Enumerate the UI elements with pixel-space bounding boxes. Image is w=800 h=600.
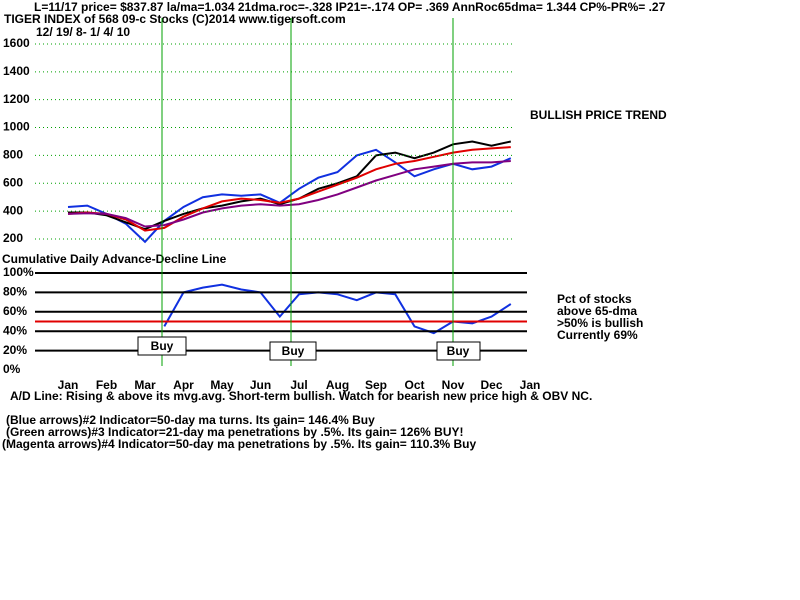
note: Pct of stocks (557, 292, 632, 306)
x-tick-label: Mar (134, 378, 156, 392)
y-tick-label: 200 (3, 231, 23, 245)
x-tick-label: Oct (404, 378, 424, 392)
buy-box (269, 341, 317, 361)
x-tick-label: May (210, 378, 234, 392)
x-tick-label: Apr (173, 378, 194, 392)
header: L=11/17 price= $837.87 la/ma=1.034 21dma… (34, 0, 666, 14)
y-tick-label: 800 (3, 148, 23, 162)
note: >50% is bullish (557, 316, 643, 330)
series-line (67, 160, 511, 228)
series-line (67, 148, 512, 244)
y-tick-label: 1600 (3, 36, 30, 50)
chart-title: TIGER INDEX of 568 09-c Stocks (C)2014 w… (4, 12, 346, 26)
y-tick-label: 1400 (3, 64, 30, 78)
note: above 65-dma (557, 304, 637, 318)
y-tick-label: 100% (3, 265, 34, 279)
chart-title: Cumulative Daily Advance-Decline Line (2, 252, 227, 266)
y-tick-label: 20% (3, 343, 27, 357)
x-tick-label: Aug (326, 378, 349, 392)
y-tick-label: 600 (3, 175, 23, 189)
x-tick-label: Jul (290, 378, 307, 392)
note: Currently 69% (557, 328, 638, 342)
x-tick-label: Nov (442, 378, 465, 392)
x-tick-label: Jan (520, 378, 541, 392)
x-tick-label: Sep (365, 378, 387, 392)
x-tick-label: Jan (58, 378, 79, 392)
buy-label: Buy (151, 339, 174, 353)
note: (Magenta arrows)#4 Indicator=50-day ma p… (2, 437, 476, 451)
annotation: BULLISH PRICE TREND (530, 108, 667, 122)
y-tick-label: 40% (3, 323, 27, 337)
buy-label: Buy (447, 344, 470, 358)
x-tick-label: Jun (250, 378, 271, 392)
x-tick-label: Feb (96, 378, 117, 392)
y-tick-label: 400 (3, 203, 23, 217)
note: (Blue arrows)#2 Indicator=50-day ma turn… (6, 413, 375, 427)
y-tick-label: 60% (3, 304, 27, 318)
buy-label: Buy (282, 344, 305, 358)
series-line (67, 146, 511, 232)
y-tick-label: 0% (3, 362, 21, 376)
note: (Green arrows)#3 Indicator=21-day ma pen… (6, 425, 464, 439)
y-tick-label: 1200 (3, 92, 30, 106)
buy-box (436, 341, 481, 361)
y-tick-label: 1000 (3, 120, 30, 134)
y-tick-label: 80% (3, 285, 27, 299)
buy-box (137, 336, 187, 356)
subtitle: 12/ 19/ 8- 1/ 4/ 10 (36, 25, 130, 39)
x-tick-label: Dec (480, 378, 502, 392)
note: A/D Line: Rising & above its mvg.avg. Sh… (10, 389, 592, 403)
